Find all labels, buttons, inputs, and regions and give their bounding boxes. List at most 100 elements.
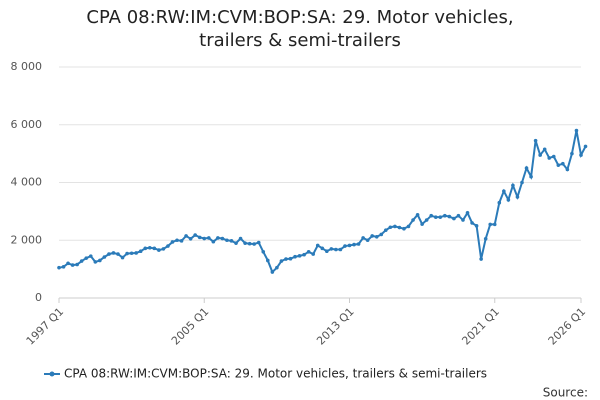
- point: [297, 254, 302, 258]
- point: [424, 218, 429, 222]
- point: [483, 237, 488, 241]
- point: [261, 250, 266, 254]
- point: [229, 239, 234, 243]
- point: [461, 218, 465, 222]
- point: [157, 248, 161, 252]
- y-tick-label: 2 000: [11, 233, 43, 246]
- point: [206, 236, 211, 240]
- point: [502, 189, 506, 193]
- point: [443, 213, 447, 218]
- point: [320, 246, 325, 251]
- point: [102, 255, 107, 259]
- point: [288, 256, 293, 261]
- point: [352, 242, 356, 247]
- point: [465, 211, 470, 215]
- legend-item: CPA 08:RW:IM:CVM:BOP:SA: 29. Motor vehic…: [44, 367, 487, 381]
- legend-label: CPA 08:RW:IM:CVM:BOP:SA: 29. Motor vehic…: [64, 367, 487, 381]
- x-tick-label: 2026 Q1: [546, 305, 589, 348]
- point: [306, 250, 311, 254]
- series-line: [58, 130, 587, 274]
- point: [561, 161, 565, 166]
- point: [270, 270, 275, 274]
- point: [538, 153, 542, 157]
- point: [511, 183, 515, 188]
- point: [329, 247, 334, 251]
- point: [506, 198, 511, 202]
- point: [456, 213, 461, 218]
- point: [365, 238, 370, 243]
- point: [415, 213, 420, 217]
- point: [234, 241, 238, 245]
- point: [243, 241, 247, 245]
- point: [152, 246, 157, 251]
- point: [420, 222, 424, 226]
- point: [84, 256, 89, 260]
- point: [347, 243, 352, 248]
- point: [166, 244, 170, 248]
- point: [433, 215, 438, 219]
- point: [75, 262, 79, 267]
- point: [325, 249, 329, 254]
- point: [438, 215, 443, 219]
- point: [175, 238, 179, 243]
- point: [388, 225, 393, 230]
- point: [411, 218, 415, 222]
- point: [406, 224, 411, 229]
- point: [579, 153, 583, 157]
- point: [143, 246, 148, 251]
- point: [116, 252, 120, 256]
- point: [343, 244, 347, 248]
- y-tick-label: 0: [35, 291, 42, 304]
- point: [252, 242, 256, 246]
- x-tick-label: 2005 Q1: [169, 305, 212, 348]
- point: [583, 144, 588, 149]
- point: [111, 251, 116, 255]
- point: [284, 257, 288, 261]
- point: [315, 243, 320, 248]
- point: [220, 236, 225, 241]
- x-tick-label: 2013 Q1: [314, 305, 357, 348]
- point: [170, 240, 175, 244]
- point: [184, 234, 188, 238]
- source: Source:: [543, 386, 588, 400]
- point: [488, 222, 493, 227]
- point: [193, 233, 197, 237]
- point: [293, 254, 297, 259]
- point: [88, 254, 93, 258]
- point: [338, 247, 343, 252]
- point: [238, 236, 243, 241]
- point: [225, 238, 229, 243]
- point: [66, 261, 70, 266]
- point: [211, 239, 216, 244]
- point: [397, 225, 402, 230]
- point: [547, 156, 552, 160]
- point: [356, 242, 361, 246]
- point: [70, 263, 75, 267]
- point: [279, 259, 284, 263]
- point: [302, 252, 306, 257]
- point: [402, 226, 406, 231]
- x-tick-label: 2021 Q1: [459, 305, 502, 348]
- point: [197, 235, 202, 240]
- point: [311, 252, 315, 256]
- point: [57, 265, 61, 270]
- point: [533, 138, 538, 143]
- point: [384, 228, 388, 232]
- point: [570, 151, 574, 156]
- point: [79, 259, 84, 263]
- point: [147, 245, 152, 250]
- point: [520, 180, 524, 185]
- point: [556, 163, 561, 167]
- point: [479, 257, 483, 261]
- point: [474, 224, 479, 228]
- point: [275, 265, 279, 270]
- point: [497, 200, 502, 205]
- point: [93, 260, 98, 264]
- point: [370, 234, 375, 238]
- y-tick-label: 6 000: [11, 118, 43, 131]
- point: [98, 258, 102, 263]
- point: [107, 252, 111, 256]
- point: [374, 234, 379, 239]
